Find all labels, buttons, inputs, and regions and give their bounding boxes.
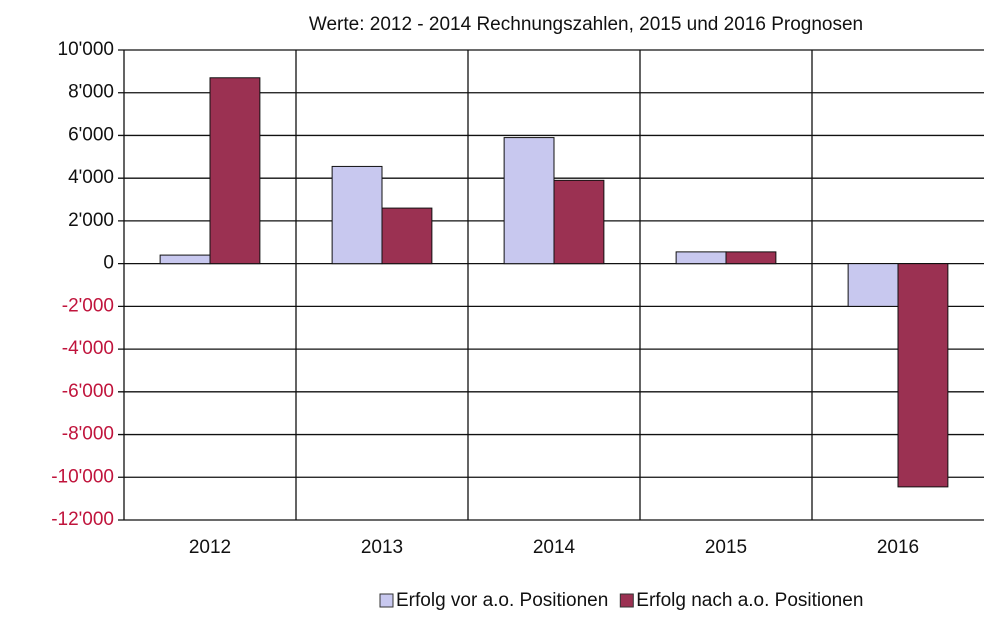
y-tick-label: 2'000: [68, 210, 114, 231]
bar: [553, 179, 605, 265]
y-tick-label: 6'000: [68, 124, 114, 145]
x-tick-label: 2013: [361, 537, 403, 558]
legend-label: Erfolg nach a.o. Positionen: [636, 590, 863, 611]
x-tick-label: 2015: [705, 537, 747, 558]
bar: [897, 263, 949, 488]
bar: [847, 263, 899, 307]
bar: [331, 165, 383, 265]
x-tick-label: 2014: [533, 537, 576, 558]
y-tick-label: 8'000: [68, 82, 114, 103]
legend-swatch: [379, 593, 394, 608]
y-tick-label: -8'000: [62, 424, 114, 445]
legend-label: Erfolg vor a.o. Positionen: [396, 590, 608, 611]
bar: [209, 77, 261, 265]
bar: [381, 207, 433, 265]
y-tick-label: -12'000: [51, 509, 114, 530]
chart-title: Werte: 2012 - 2014 Rechnungszahlen, 2015…: [309, 14, 863, 35]
bar: [675, 251, 727, 265]
x-tick-label: 2016: [877, 537, 919, 558]
y-tick-label: -6'000: [62, 381, 114, 402]
y-tick-label: 4'000: [68, 167, 114, 188]
bar: [503, 137, 555, 265]
y-tick-label: 0: [103, 253, 114, 274]
legend-swatch: [619, 593, 634, 608]
y-tick-label: -4'000: [62, 338, 114, 359]
y-tick-label: -10'000: [51, 466, 114, 487]
y-tick-label: -2'000: [62, 295, 114, 316]
x-tick-label: 2012: [189, 537, 231, 558]
y-tick-label: 10'000: [58, 39, 114, 60]
bar: [159, 254, 211, 265]
bar: [725, 251, 777, 265]
